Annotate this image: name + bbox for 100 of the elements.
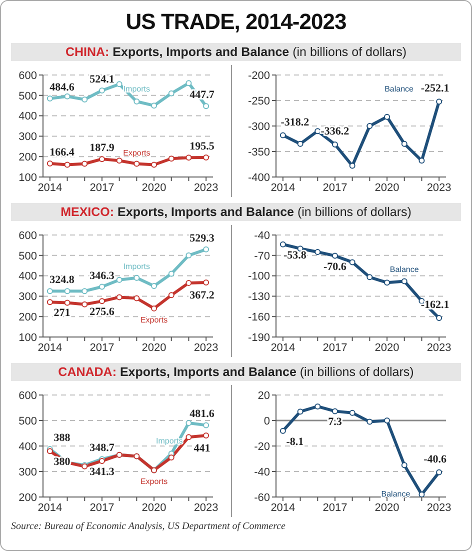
point xyxy=(134,160,140,167)
point xyxy=(46,160,53,166)
data-label: 481.6 xyxy=(190,408,215,420)
data-label: -252.1 xyxy=(420,82,450,95)
data-label: -53.8 xyxy=(283,249,307,262)
y-tick-label: -250 xyxy=(248,95,270,108)
y-tick-label: 200 xyxy=(18,152,37,164)
point xyxy=(134,98,140,105)
point xyxy=(116,158,122,164)
point xyxy=(280,241,286,248)
point xyxy=(82,96,88,102)
point xyxy=(349,410,356,416)
x-tick-label: 2014 xyxy=(270,502,296,514)
point xyxy=(384,280,390,286)
series-label: Exports xyxy=(140,477,168,486)
y-tick-label: -130 xyxy=(248,291,270,304)
point xyxy=(280,428,286,434)
point xyxy=(401,462,408,468)
point xyxy=(186,420,192,426)
y-tick-label: 600 xyxy=(18,230,37,242)
data-label: 271 xyxy=(54,307,70,320)
y-tick-label: 400 xyxy=(18,110,37,123)
x-tick-label: 2020 xyxy=(142,342,166,354)
point xyxy=(116,276,122,283)
x-tick-label: 2014 xyxy=(270,342,296,354)
data-label: 341.3 xyxy=(90,466,115,478)
x-tick-label: 2020 xyxy=(142,182,166,194)
x-tick-label: 2017 xyxy=(322,182,348,194)
point xyxy=(168,454,174,460)
point xyxy=(98,87,105,94)
x-tick-label: 2023 xyxy=(426,502,452,514)
point xyxy=(98,284,105,290)
data-label: 367.2 xyxy=(190,289,215,302)
x-tick-label: 2023 xyxy=(426,182,452,194)
point xyxy=(203,246,210,252)
y-tick-label: -400 xyxy=(248,172,270,184)
y-tick-label: 20 xyxy=(258,390,270,402)
x-tick-label: 2017 xyxy=(90,342,114,354)
series-label: Exports xyxy=(123,148,150,158)
y-tick-label: 100 xyxy=(18,332,37,344)
data-label: -40.6 xyxy=(424,453,448,466)
point xyxy=(168,90,174,96)
point xyxy=(436,469,442,476)
data-label: 187.9 xyxy=(90,142,115,154)
point xyxy=(297,140,304,147)
y-tick-label: 100 xyxy=(18,172,37,184)
point xyxy=(186,154,192,161)
data-label: 524.1 xyxy=(90,73,114,86)
series-label: Imports xyxy=(123,262,150,271)
point xyxy=(366,418,373,425)
x-tick-label: 2023 xyxy=(194,502,218,514)
point xyxy=(116,81,122,88)
point xyxy=(116,294,122,300)
data-label: 441 xyxy=(194,442,210,455)
point xyxy=(366,274,373,280)
point xyxy=(280,132,286,138)
point xyxy=(186,252,192,258)
source-note: Source: Bureau of Economic Analysis, US Department of Commerce xyxy=(11,521,286,532)
y-tick-label: 200 xyxy=(18,492,37,504)
x-tick-label: 2014 xyxy=(270,182,296,194)
x-tick-label: 2017 xyxy=(90,182,114,194)
y-tick-label: 400 xyxy=(18,270,37,283)
data-label: -70.6 xyxy=(324,260,347,273)
y-tick-label: 600 xyxy=(18,70,37,82)
point xyxy=(82,301,88,308)
chart-subtitle: MEXICO: Exports, Imports and Balance (in billions of dollars) xyxy=(60,205,412,219)
point xyxy=(436,98,442,105)
point xyxy=(203,154,210,161)
chart-title: US TRADE, 2014-2023 xyxy=(124,9,348,35)
data-label: 348.7 xyxy=(90,442,115,454)
point xyxy=(366,123,373,129)
y-tick-label: -100 xyxy=(248,270,270,283)
point xyxy=(203,279,210,286)
data-label: 166.4 xyxy=(50,146,75,158)
point xyxy=(151,283,158,289)
point xyxy=(203,422,210,428)
data-label: 388 xyxy=(54,432,71,444)
x-tick-label: 2020 xyxy=(374,342,400,354)
point xyxy=(349,259,356,266)
point xyxy=(46,96,53,102)
x-tick-label: 2020 xyxy=(374,182,400,194)
y-tick-label: 300 xyxy=(18,131,37,144)
point xyxy=(151,162,158,168)
x-tick-label: 2023 xyxy=(194,182,218,194)
data-label: 346.3 xyxy=(90,270,115,282)
point xyxy=(46,288,53,294)
chart-subtitle: CANADA: Exports, Imports and Balance (in billions of dollars) xyxy=(58,365,414,379)
x-tick-label: 2023 xyxy=(426,342,452,354)
data-label: -318.2 xyxy=(280,116,310,128)
y-tick-label: -40 xyxy=(254,466,270,478)
data-label: 7.3 xyxy=(328,416,342,428)
point xyxy=(98,298,105,304)
point xyxy=(186,434,192,440)
point xyxy=(64,288,70,294)
point xyxy=(82,160,88,167)
point xyxy=(64,300,70,306)
series-label: Balance xyxy=(381,489,411,498)
point xyxy=(332,408,338,414)
x-tick-label: 2023 xyxy=(194,342,218,354)
x-tick-label: 2020 xyxy=(142,502,166,514)
